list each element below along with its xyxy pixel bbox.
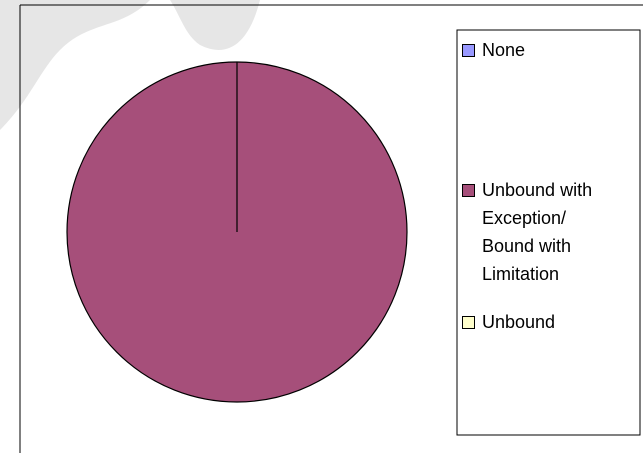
legend-swatch — [462, 44, 475, 57]
legend-swatch — [462, 316, 475, 329]
legend-label: Unbound with Exception/ Bound with Limit… — [482, 180, 593, 284]
legend-item: Unbound — [462, 308, 602, 336]
legend-box — [456, 29, 641, 436]
legend-item: Unbound with Exception/ Bound with Limit… — [462, 176, 602, 288]
legend-item: None — [462, 36, 602, 64]
pie — [66, 61, 408, 403]
legend-swatch — [462, 184, 475, 197]
watermark — [170, 0, 260, 50]
watermark — [0, 0, 150, 130]
legend-label: None — [482, 40, 526, 60]
legend-label: Unbound — [482, 312, 556, 332]
